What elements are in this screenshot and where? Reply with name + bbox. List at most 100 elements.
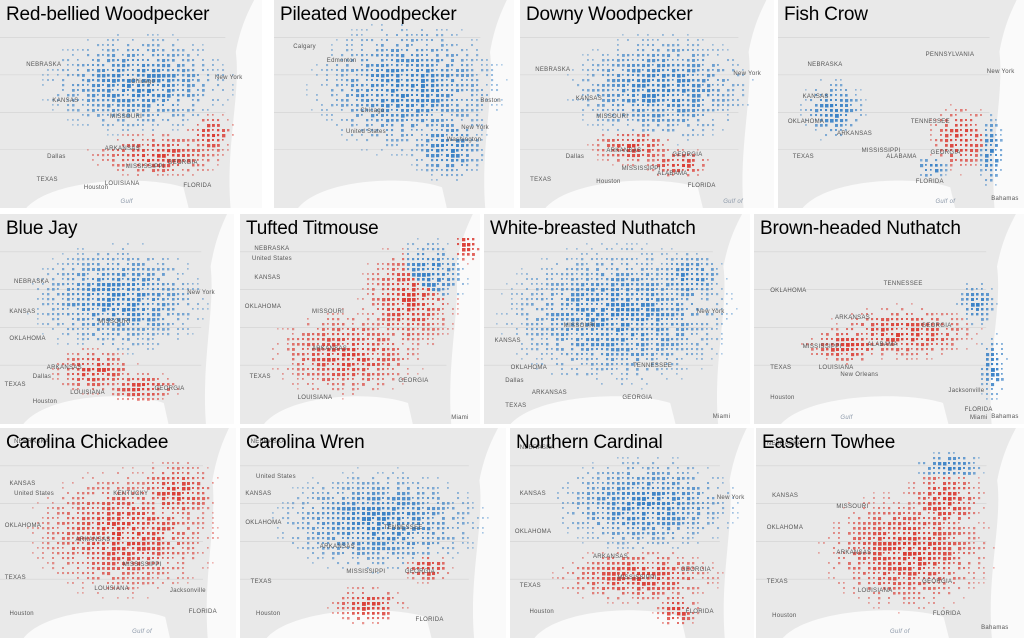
trend-cell [886, 308, 889, 311]
trend-cell [970, 144, 973, 147]
trend-cell [372, 388, 375, 391]
trend-cell [117, 368, 121, 372]
trend-cell [871, 313, 873, 315]
trend-cell [127, 243, 129, 245]
trend-cell [466, 149, 469, 152]
trend-cell [72, 94, 75, 97]
trend-cell [402, 288, 406, 292]
trend-cell [177, 174, 179, 176]
trend-cell [672, 99, 676, 103]
trend-cell [712, 94, 714, 96]
trend-cell [671, 273, 674, 276]
trend-cell [476, 49, 478, 51]
trend-cell [177, 273, 179, 275]
trend-cell [112, 79, 116, 83]
trend-cell [541, 308, 544, 311]
trend-cell [362, 373, 365, 376]
trend-cell [306, 94, 308, 96]
trend-cell [626, 273, 630, 277]
trend-cell [402, 258, 405, 261]
trend-cell [722, 79, 725, 82]
trend-cell [687, 169, 690, 172]
trend-cell [657, 174, 659, 176]
trend-cell [157, 263, 159, 265]
trend-cell [657, 159, 659, 161]
trend-cell [351, 119, 354, 122]
trend-cell [406, 139, 409, 142]
trend-cell [886, 343, 889, 346]
trend-cell [576, 298, 580, 302]
trend-cell [87, 273, 89, 275]
trend-cell [611, 258, 614, 261]
trend-cell [87, 512, 90, 515]
trend-cell [637, 74, 640, 77]
trend-cell [687, 74, 689, 76]
trend-cell [651, 263, 653, 265]
trend-cell [641, 268, 644, 271]
trend-cell [441, 154, 443, 156]
trend-cell [142, 343, 144, 345]
trend-cell [157, 79, 161, 83]
trend-cell [147, 477, 150, 480]
trend-cell [965, 129, 969, 133]
trend-cell [102, 487, 105, 490]
trend-cell [911, 348, 913, 350]
trend-cell [647, 129, 649, 131]
trend-cell [187, 54, 190, 57]
trend-cell [845, 109, 849, 113]
trend-cell [427, 263, 429, 265]
trend-cell [326, 84, 328, 86]
trend-cell [317, 328, 319, 330]
trend-cell [701, 328, 704, 331]
trend-cell [466, 164, 469, 167]
trend-cell [940, 134, 942, 136]
trend-cell [712, 84, 714, 86]
map-place-label: MISSISSIPPI [125, 164, 165, 171]
trend-cell [541, 298, 544, 301]
trend-cell [707, 74, 711, 78]
trend-cell [737, 84, 739, 86]
trend-cell [571, 308, 574, 311]
trend-cell [861, 323, 864, 326]
trend-cell [112, 39, 115, 42]
trend-cell [207, 308, 209, 310]
trend-cell [581, 363, 583, 365]
trend-cell [566, 298, 569, 301]
trend-cell [672, 154, 675, 157]
trend-cell [436, 34, 439, 37]
trend-cell [617, 109, 620, 112]
trend-cell [132, 323, 135, 326]
trend-cell [647, 124, 650, 127]
trend-cell [641, 263, 643, 265]
trend-cell [187, 84, 191, 88]
trend-cell [697, 64, 701, 68]
trend-cell [107, 383, 110, 386]
trend-cell [77, 318, 80, 321]
trend-cell [611, 368, 614, 371]
trend-cell [466, 64, 469, 67]
trend-cell [611, 303, 615, 307]
trend-cell [391, 94, 394, 97]
trend-cell [621, 378, 624, 381]
trend-cell [317, 368, 320, 371]
trend-cell [835, 89, 837, 91]
trend-cell [182, 79, 185, 82]
trend-cell [391, 129, 394, 132]
trend-cell [687, 79, 691, 83]
trend-cell [676, 368, 678, 370]
trend-cell [192, 84, 195, 87]
trend-cell [896, 353, 898, 355]
trend-cell [861, 348, 863, 350]
trend-cell [292, 338, 295, 341]
trend-cell [652, 99, 656, 103]
trend-cell [672, 34, 674, 36]
trend-cell [437, 323, 439, 325]
trend-cell [581, 333, 584, 336]
trend-cell [426, 44, 428, 46]
trend-cell [891, 323, 895, 327]
trend-cell [62, 268, 65, 271]
trend-cell [112, 288, 115, 291]
trend-cell [137, 338, 139, 340]
trend-cell [646, 338, 649, 341]
trend-cell [387, 283, 390, 286]
